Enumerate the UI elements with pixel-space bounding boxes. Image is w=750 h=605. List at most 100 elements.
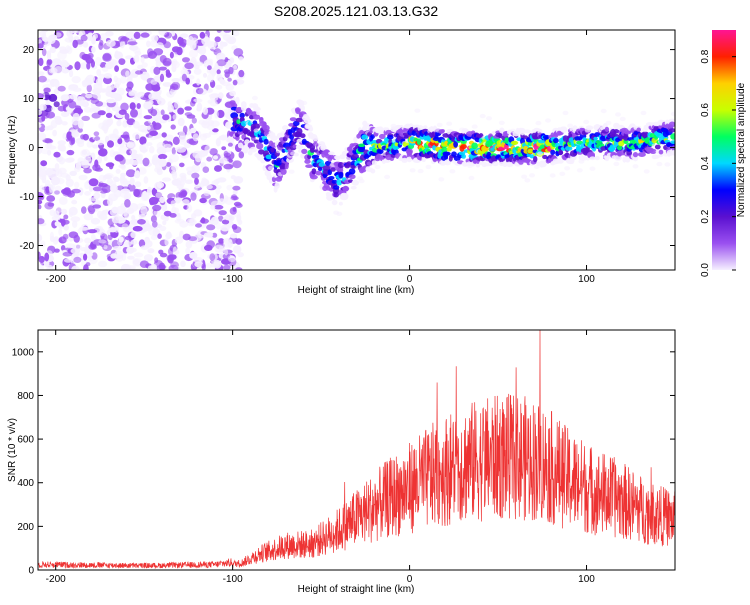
spectrogram-cell: [133, 188, 141, 197]
spectrogram-cell: [295, 108, 301, 115]
spectrogram-cell: [292, 144, 297, 149]
spectrogram-cell: [336, 211, 343, 216]
spectrogram-cell: [624, 156, 631, 163]
spectrogram-cell: [191, 172, 200, 179]
spectrogram-cell: [170, 124, 176, 130]
snr-y-tick-label: 200: [17, 522, 34, 533]
spectrogram-cell: [179, 220, 189, 228]
spectrogram-cell: [196, 78, 201, 86]
spectrogram-cell: [107, 197, 113, 206]
spectrogram-cell: [87, 229, 98, 234]
spectrogram-cell: [113, 75, 118, 83]
spectrogram-cell: [585, 125, 594, 131]
spectrogram-cell: [226, 184, 233, 191]
spectrogram-cell: [225, 121, 233, 129]
spectrogram-cell: [129, 102, 136, 110]
spectrogram-cell: [125, 70, 130, 78]
spectrogram-cell: [335, 155, 341, 161]
snr-y-tick-label: 400: [17, 478, 34, 489]
spectrogram-cell: [39, 185, 45, 193]
spectrogram-cell: [301, 148, 308, 154]
spectrogram-cell: [604, 126, 610, 132]
spectrogram-cell: [654, 144, 661, 150]
spectrogram-cell: [232, 160, 242, 169]
spectrogram-cell: [129, 73, 139, 78]
snr-x-axis-label: Height of straight line (km): [298, 584, 415, 595]
spectrogram-cell: [45, 99, 50, 107]
spectrogram-cell: [130, 239, 138, 245]
spectrogram-cell: [223, 264, 231, 270]
spectrogram-cell: [57, 85, 66, 92]
spectrogram-cell: [109, 180, 117, 187]
spectrogram-cell: [300, 105, 306, 112]
spectrogram-cell: [38, 132, 47, 141]
spectrogram-cell: [74, 61, 81, 71]
spectrogram-cell: [233, 48, 244, 57]
spectrogram-cell: [351, 179, 359, 186]
spectrogram-cell: [159, 196, 166, 204]
spectrogram-cell: [320, 144, 327, 149]
spectrogram-cell: [186, 166, 196, 173]
spectrogram-cell: [40, 160, 48, 167]
snr-y-axis-label: SNR (10 * v/v): [7, 418, 18, 482]
colorbar-label: Normalized spectral amplitude: [736, 82, 747, 217]
spectrogram-cell: [202, 73, 208, 78]
spectrogram-cell: [224, 249, 229, 256]
spectrogram-cell: [232, 206, 237, 212]
spectrogram-cell: [38, 255, 45, 264]
spectrogram-cell: [215, 137, 221, 147]
spectrogram-cell: [179, 33, 189, 38]
spectrogram-cell: [124, 199, 131, 208]
spectrogram-cell: [85, 93, 93, 99]
spectrogram-cell: [225, 213, 230, 221]
spectrogram-cell: [128, 90, 138, 95]
spectrogram-cell: [168, 264, 179, 270]
spectrogram-cell: [154, 91, 161, 97]
spectrogram-cell: [137, 219, 146, 225]
spectrogram-cell: [93, 131, 100, 137]
snr-x-tick-label: -200: [46, 574, 66, 585]
spectrogram-cell: [141, 226, 149, 232]
spectrogram-cell: [47, 149, 52, 156]
spectrogram-cell: [129, 247, 137, 253]
spectrogram-cell: [92, 144, 99, 149]
spectrogram-cell: [96, 68, 102, 77]
spectrogram-cell: [147, 248, 155, 254]
spectrogram-cell: [177, 107, 185, 115]
spectrogram-cell: [97, 110, 106, 116]
snr-x-tick-label: 100: [578, 574, 595, 585]
spectrogram-cell: [56, 206, 62, 214]
spectrogram-cell: [127, 41, 138, 46]
spectrogram-cell: [227, 77, 232, 82]
spectrogram-frame: [37, 29, 676, 271]
spectrogram-cell: [209, 100, 218, 107]
spectrogram-cell: [70, 137, 76, 145]
spectrogram-cell: [61, 61, 68, 67]
spectrogram-cell: [251, 95, 258, 101]
spectrogram-cell: [92, 204, 102, 209]
spectrogram-cell: [69, 69, 74, 78]
spectrogram-cell: [68, 85, 77, 91]
spectrogram-cell: [358, 143, 365, 148]
spectrogram-cell: [185, 247, 191, 255]
spectrogram-cell: [328, 151, 335, 156]
spectrogram-cell: [453, 140, 458, 148]
spectrogram-cell: [54, 163, 60, 171]
spectrogram-cell: [217, 177, 227, 183]
spectrogram-cell: [176, 146, 187, 153]
spectrogram-cell: [235, 267, 243, 270]
spectrogram-cell: [233, 65, 238, 70]
spectrogram-cell: [286, 157, 294, 163]
spectrogram-cell: [103, 155, 108, 161]
spectrogram-cell: [626, 150, 633, 156]
spectrogram-cell: [333, 185, 340, 190]
spectrogram-cell: [63, 224, 69, 231]
spectrogram-cell: [120, 102, 129, 112]
spectrogram-cell: [317, 167, 323, 172]
spectrogram-cell: [270, 147, 275, 153]
spectrogram-cell: [193, 68, 202, 75]
spectrogram-cell: [521, 174, 528, 179]
spectrogram-cell: [560, 126, 568, 133]
spectrogram-cell: [68, 206, 78, 216]
spectrogram-cell: [553, 138, 559, 144]
